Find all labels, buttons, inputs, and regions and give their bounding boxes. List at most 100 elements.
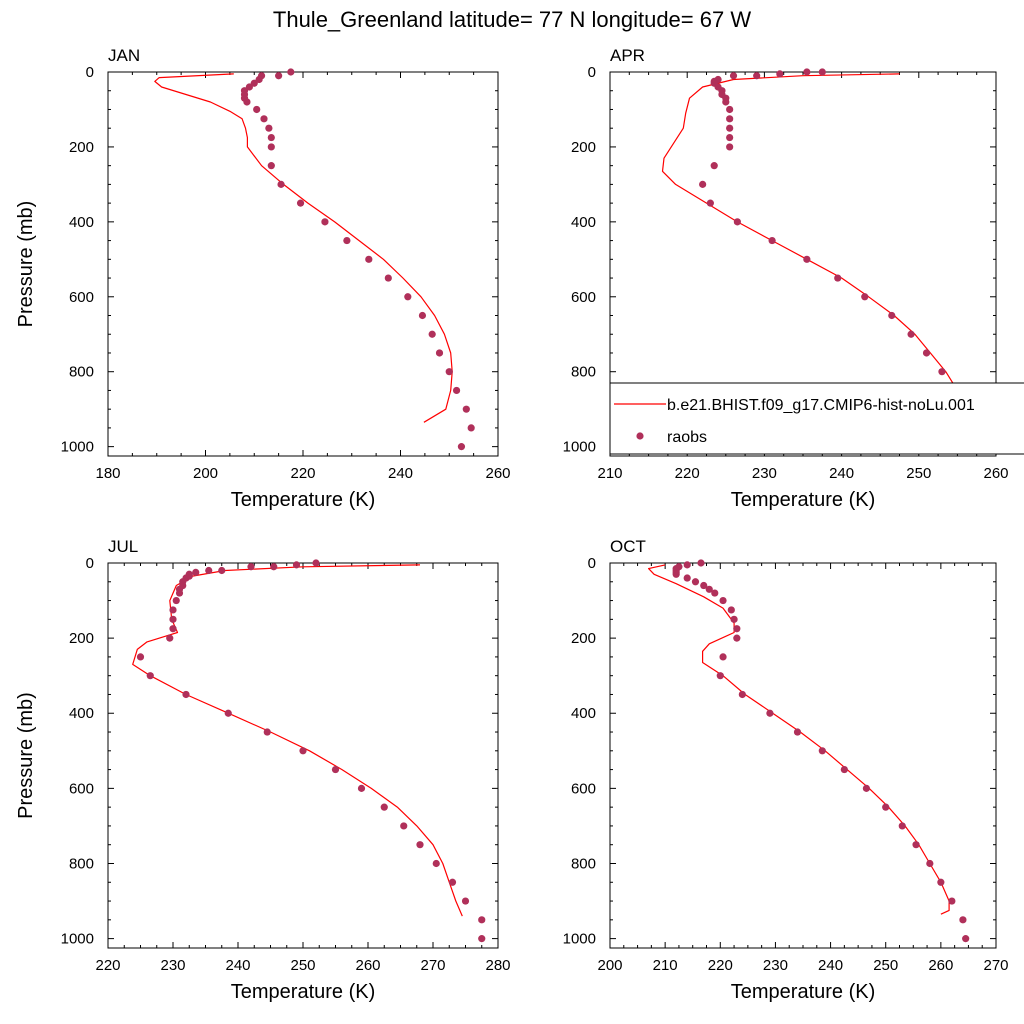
obs-point — [727, 606, 735, 614]
y-tick-label: 600 — [571, 780, 596, 797]
x-tick-label: 210 — [653, 957, 678, 974]
x-tick-label: 220 — [95, 957, 120, 974]
obs-point — [699, 180, 707, 188]
x-tick-label: 180 — [95, 465, 120, 482]
x-tick-label: 200 — [597, 957, 622, 974]
obs-point — [840, 765, 848, 774]
obs-point — [882, 803, 890, 811]
y-tick-label: 0 — [86, 555, 94, 572]
x-tick-label: 260 — [983, 465, 1008, 482]
obs-point — [803, 255, 811, 263]
x-tick-label: 270 — [983, 957, 1008, 974]
legend-model-label: b.e21.BHIST.f09_g17.CMIP6-hist-noLu.001 — [667, 397, 975, 414]
x-tick-label: 260 — [928, 957, 953, 974]
obs-point — [793, 728, 802, 736]
plot-frame — [609, 562, 997, 949]
obs-point — [888, 311, 896, 320]
y-tick-label: 1000 — [563, 931, 596, 948]
obs-point — [733, 634, 741, 642]
obs-point — [706, 199, 714, 207]
obs-point — [907, 330, 915, 338]
model-line — [154, 73, 453, 423]
obs-point — [457, 443, 466, 451]
obs-point — [432, 859, 440, 868]
panels: JAN 180 200 220 240 260 0 200 400 600 800 1000 Tempe… — [15, 46, 1024, 1003]
obs-point — [169, 606, 177, 614]
obs-point — [753, 72, 761, 80]
y-tick-label: 0 — [588, 555, 596, 572]
x-tick-label: 250 — [290, 957, 315, 974]
obs-point — [776, 70, 784, 78]
x-tick-label: 240 — [388, 465, 413, 482]
obs-point — [716, 672, 724, 680]
obs-point — [275, 72, 283, 80]
obs-point — [937, 878, 945, 886]
obs-point — [343, 236, 351, 245]
obs-point — [719, 596, 727, 605]
obs-point — [898, 822, 906, 830]
obs-point — [726, 105, 734, 114]
obs-point — [136, 653, 145, 661]
obs-point — [250, 79, 258, 87]
obs-point — [733, 625, 741, 633]
x-tick-label: 260 — [485, 465, 510, 482]
obs-point — [452, 386, 461, 395]
y-tick-label: 400 — [571, 705, 596, 722]
y-tick-label: 800 — [69, 364, 94, 381]
obs-point — [719, 653, 727, 661]
obs-point — [726, 115, 734, 123]
x-tick-label: 280 — [485, 957, 510, 974]
obs-point — [926, 859, 934, 868]
x-tick-label: 260 — [355, 957, 380, 974]
obs-point — [938, 368, 946, 376]
obs-point — [726, 133, 734, 142]
obs-point — [730, 615, 738, 623]
x-tick-label: 230 — [752, 465, 777, 482]
x-tick-label: 250 — [873, 957, 898, 974]
obs-point — [834, 274, 842, 282]
obs-point — [462, 405, 470, 413]
y-tick-label: 800 — [571, 855, 596, 872]
obs-point — [166, 634, 174, 642]
y-axis-label: Pressure (mb) — [15, 201, 37, 328]
obs-point — [768, 236, 776, 245]
obs-point — [700, 581, 708, 590]
obs-point — [270, 563, 278, 571]
obs-point — [862, 784, 871, 792]
obs-point — [448, 878, 457, 886]
obs-point — [299, 747, 307, 755]
panel-oct: OCT 200 210 220 230 240 250 260 270 0 200 400 600 800… — [563, 537, 1009, 1003]
obs-point — [182, 690, 190, 699]
y-tick-label: 0 — [86, 64, 94, 81]
x-tick-label: 220 — [708, 957, 733, 974]
x-tick-label: 240 — [225, 957, 250, 974]
obs-point — [726, 124, 734, 132]
y-tick-label: 400 — [571, 214, 596, 231]
obs-point — [404, 293, 412, 301]
panel-jul: JUL 220 230 240 250 260 270 280 0 200 400 600 800 100… — [15, 537, 511, 1003]
obs-point — [861, 293, 869, 301]
y-tick-label: 600 — [571, 289, 596, 306]
obs-point — [766, 709, 774, 717]
y-tick-label: 400 — [69, 214, 94, 231]
panel-title: JAN — [108, 46, 140, 65]
obs-point — [461, 897, 470, 905]
legend-obs-label: raobs — [667, 429, 707, 446]
figure-title: Thule_Greenland latitude= 77 N longitude… — [273, 7, 751, 32]
x-tick-label: 220 — [675, 465, 700, 482]
panel-title: JUL — [108, 537, 138, 556]
y-tick-label: 600 — [69, 780, 94, 797]
y-tick-label: 200 — [69, 630, 94, 647]
x-tick-label: 230 — [160, 957, 185, 974]
obs-point — [478, 935, 486, 943]
obs-point — [267, 162, 275, 170]
obs-point — [416, 841, 424, 849]
model-line — [647, 564, 950, 915]
obs-point — [445, 368, 453, 376]
obs-point — [959, 916, 967, 924]
obs-point — [428, 330, 436, 338]
y-tick-label: 800 — [69, 855, 94, 872]
obs-point — [948, 897, 956, 905]
obs-point — [292, 561, 301, 569]
obs-point — [365, 255, 373, 263]
